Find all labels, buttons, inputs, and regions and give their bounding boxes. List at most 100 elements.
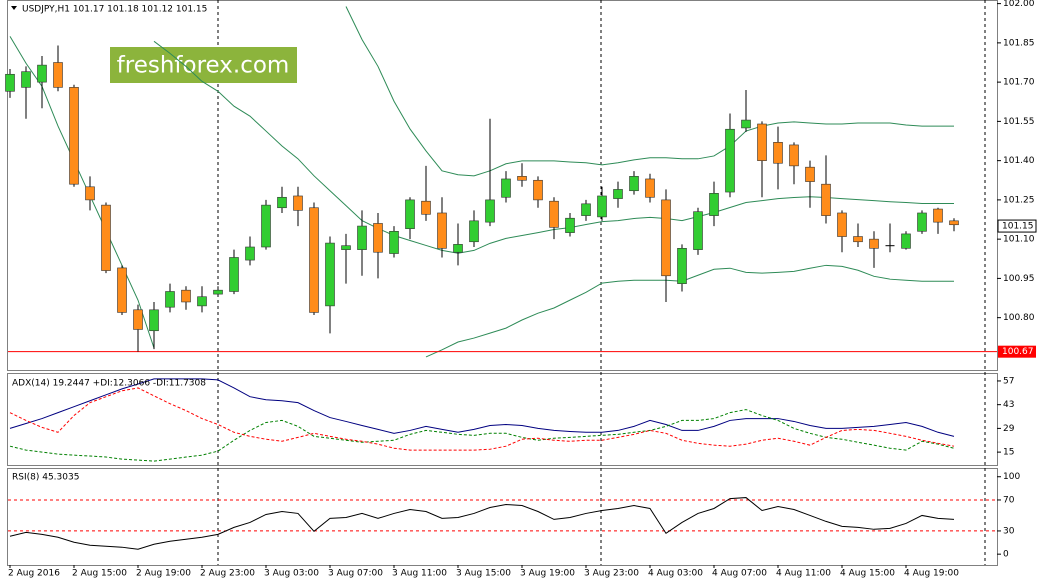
candle-body (133, 309, 143, 330)
rsi-title: RSI(8) 45.3035 (12, 473, 79, 483)
y-tick-label: 15 (1003, 448, 1014, 458)
candle-body (901, 233, 911, 249)
x-tick-label: 2 Aug 23:00 (200, 569, 255, 579)
level-label: 100.67 (1002, 347, 1034, 357)
watermark-box (110, 47, 297, 83)
x-tick-label: 4 Aug 19:00 (904, 569, 959, 579)
candle-body (837, 212, 847, 237)
candle-body (69, 87, 79, 185)
candle-body (581, 203, 591, 216)
candle-body (741, 119, 751, 129)
x-tick-label: 3 Aug 03:00 (264, 569, 319, 579)
candle-body (533, 179, 543, 201)
candle-body (613, 189, 623, 199)
y-tick-label: 100.80 (1003, 313, 1035, 323)
candle-body (805, 166, 815, 182)
candle-body (85, 186, 95, 201)
y-tick-label: 101.25 (1003, 195, 1035, 205)
main-panel-frame (7, 0, 998, 371)
adx-title: ADX(14) 19.2447 +DI:12.3066 -DI:11.7308 (12, 379, 206, 389)
rsi-panel-frame (7, 468, 998, 566)
indicator-line (9, 497, 955, 550)
indicator-line (9, 409, 955, 462)
candle-body (117, 267, 127, 313)
x-tick-label: 3 Aug 07:00 (328, 569, 383, 579)
x-tick-label: 2 Aug 15:00 (72, 569, 127, 579)
y-tick-label: 70 (1003, 495, 1015, 505)
y-tick-label: 101.10 (1003, 235, 1035, 245)
candle-body (5, 73, 15, 92)
candle-body (277, 196, 287, 209)
candle-body (357, 225, 367, 250)
y-tick-label: 101.85 (1003, 38, 1035, 48)
candle-body (21, 71, 31, 88)
candle-body (405, 199, 415, 229)
candle-body (949, 220, 959, 226)
candle-body (709, 193, 719, 216)
y-tick-label: 101.70 (1003, 78, 1035, 88)
y-tick-label: 102.00 (1003, 0, 1035, 9)
y-tick-label: 100.95 (1003, 274, 1035, 284)
adx-panel-frame (7, 373, 998, 466)
candle-body (213, 289, 223, 295)
y-tick-label: 29 (1003, 424, 1015, 434)
candle-body (181, 289, 191, 303)
candle-body (821, 183, 831, 216)
x-tick-label: 2 Aug 2016 (8, 569, 60, 579)
candle-body (597, 195, 607, 218)
candle-body (229, 257, 239, 292)
candle-body (261, 204, 271, 248)
candle-body (293, 195, 303, 211)
indicator-line (9, 378, 955, 437)
candle-body (773, 142, 783, 164)
indicator-line (345, 6, 954, 177)
x-tick-label: 4 Aug 03:00 (648, 569, 703, 579)
x-tick-label: 4 Aug 15:00 (840, 569, 895, 579)
candle-body (565, 217, 575, 233)
x-tick-label: 4 Aug 11:00 (776, 569, 831, 579)
y-tick-label: 101.55 (1003, 117, 1035, 127)
candle-body (629, 176, 639, 192)
candle-body (389, 230, 399, 254)
candle-body (853, 236, 863, 243)
candle-body (517, 176, 527, 181)
x-tick-label: 3 Aug 15:00 (456, 569, 511, 579)
x-tick-label: 4 Aug 07:00 (712, 569, 767, 579)
x-tick-label: 2 Aug 19:00 (136, 569, 191, 579)
candle-body (469, 220, 479, 243)
x-tick-label: 3 Aug 19:00 (520, 569, 575, 579)
candle-body (549, 200, 559, 228)
candle-body (149, 309, 159, 332)
level-box (998, 345, 1036, 358)
candle-body (437, 212, 447, 249)
candle-body (725, 128, 735, 193)
candle-body (485, 199, 495, 223)
candle-body (341, 245, 351, 250)
candle-body (101, 204, 111, 271)
candle-body (165, 291, 175, 308)
candle-body (869, 238, 879, 249)
last-price-label: 101.15 (1002, 222, 1034, 232)
y-tick-label: 57 (1003, 376, 1014, 386)
y-tick-label: 101.40 (1003, 156, 1035, 166)
candle-body (757, 123, 767, 161)
candle-body (453, 244, 463, 253)
candle-body (693, 211, 703, 250)
indicator-line (9, 36, 954, 358)
x-tick-label: 3 Aug 23:00 (584, 569, 639, 579)
candle-body (789, 144, 799, 167)
y-tick-label: 100 (1003, 472, 1020, 482)
watermark: freshforex.com (117, 53, 290, 79)
y-tick-label: 30 (1003, 526, 1015, 536)
y-tick-label: 0 (1003, 550, 1009, 560)
candle-body (197, 296, 207, 307)
candle-body (421, 200, 431, 215)
candle-body (645, 178, 655, 198)
x-tick-label: 3 Aug 11:00 (392, 569, 447, 579)
candle-body (325, 242, 335, 307)
candle-body (37, 64, 47, 83)
menu-triangle (11, 6, 17, 10)
